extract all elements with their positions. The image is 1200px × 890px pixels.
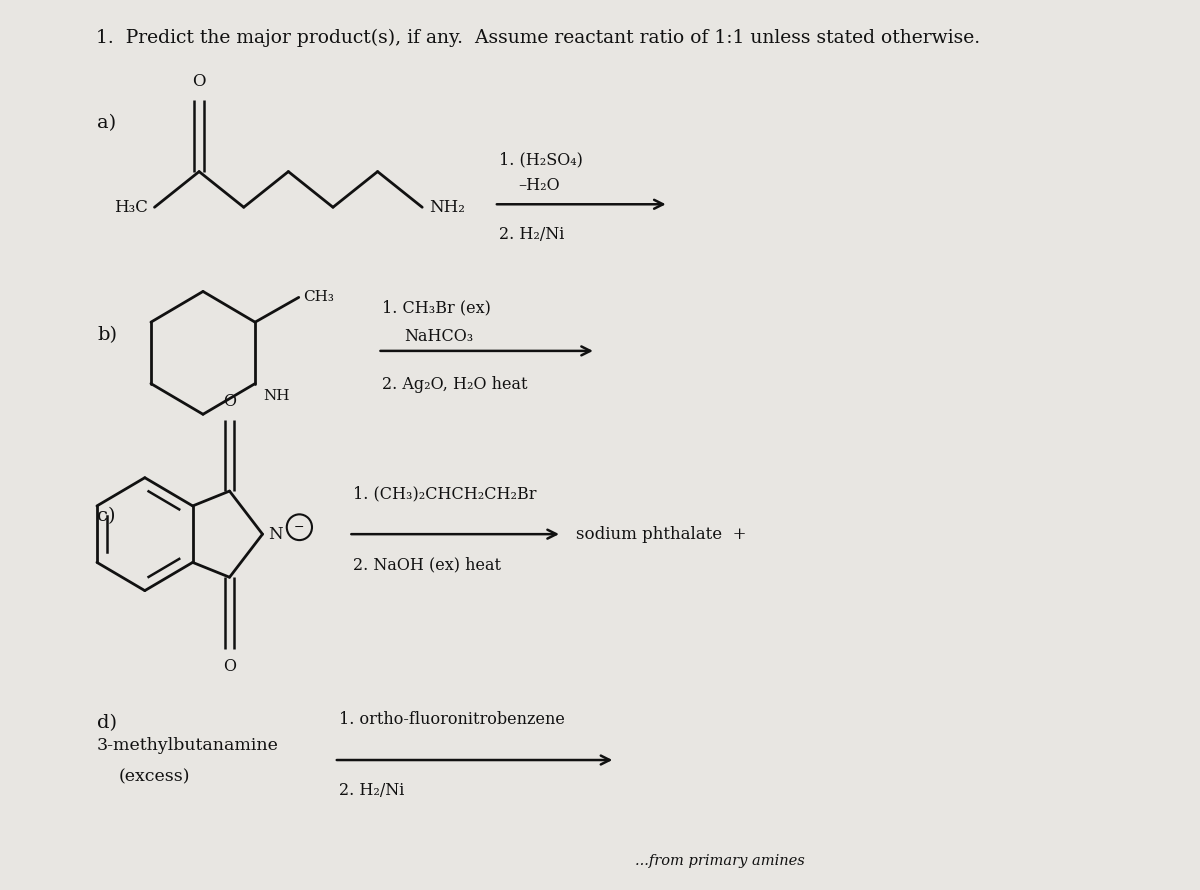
Text: ...from primary amines: ...from primary amines <box>635 854 804 868</box>
Text: c): c) <box>97 506 115 525</box>
Text: a): a) <box>97 115 116 133</box>
Text: sodium phthalate  +: sodium phthalate + <box>576 526 746 543</box>
Text: 1. ortho-fluoronitrobenzene: 1. ortho-fluoronitrobenzene <box>338 711 565 728</box>
Text: 1. CH₃Br (ex): 1. CH₃Br (ex) <box>383 299 491 316</box>
Text: d): d) <box>97 714 118 732</box>
Text: NaHCO₃: NaHCO₃ <box>403 328 473 345</box>
Text: O: O <box>223 659 236 676</box>
Text: 1.  Predict the major product(s), if any.  Assume reactant ratio of 1:1 unless s: 1. Predict the major product(s), if any.… <box>96 29 980 47</box>
Text: 1. (CH₃)₂CHCH₂CH₂Br: 1. (CH₃)₂CHCH₂CH₂Br <box>353 485 536 503</box>
Text: 2. Ag₂O, H₂O heat: 2. Ag₂O, H₂O heat <box>383 376 528 392</box>
Text: b): b) <box>97 326 118 344</box>
Text: 2. H₂/Ni: 2. H₂/Ni <box>338 781 404 799</box>
Text: NH: NH <box>263 389 289 402</box>
Text: H₃C: H₃C <box>114 198 148 215</box>
Text: CH₃: CH₃ <box>304 290 335 304</box>
Text: 3-methylbutanamine: 3-methylbutanamine <box>96 737 278 754</box>
Text: O: O <box>223 392 236 409</box>
Text: 1. (H₂SO₄): 1. (H₂SO₄) <box>499 151 583 168</box>
Text: −: − <box>294 521 305 534</box>
Text: N: N <box>269 526 283 543</box>
Text: 2. NaOH (ex) heat: 2. NaOH (ex) heat <box>353 556 502 573</box>
Text: 2. H₂/Ni: 2. H₂/Ni <box>499 226 564 243</box>
Text: (excess): (excess) <box>119 768 190 785</box>
Text: O: O <box>192 73 206 91</box>
Text: –H₂O: –H₂O <box>518 177 560 194</box>
Text: NH₂: NH₂ <box>428 198 464 215</box>
